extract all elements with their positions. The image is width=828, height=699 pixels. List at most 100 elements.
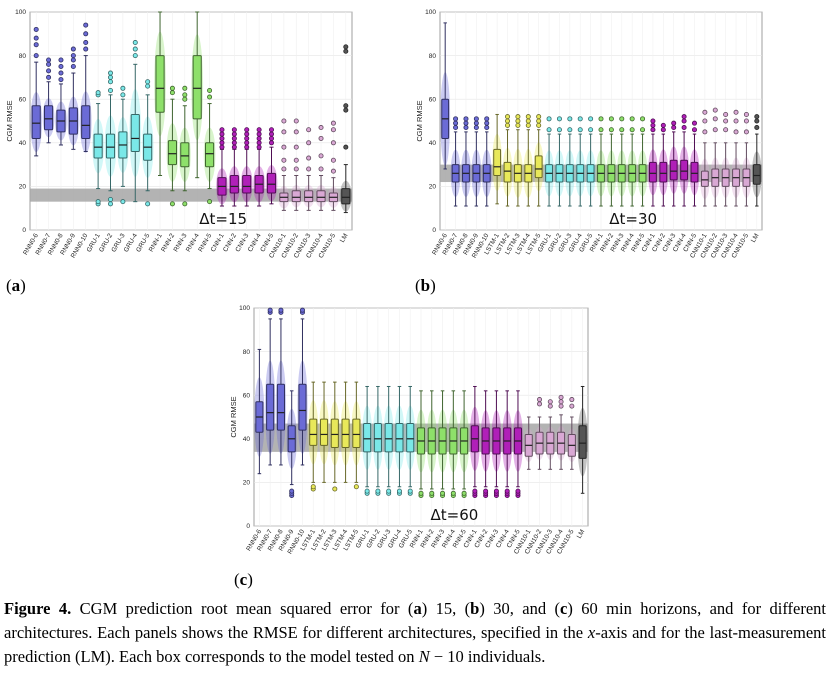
box-cnn10-1: [523, 416, 534, 470]
caption-text: − 10 individuals.: [429, 647, 546, 666]
box-outlier: [505, 114, 511, 120]
panel-b-label: (b): [415, 276, 436, 295]
box-iqr: [180, 142, 190, 168]
box-outlier: [108, 74, 114, 80]
box-outlier: [219, 144, 225, 150]
box-outlier: [702, 109, 708, 115]
box-iqr: [659, 161, 668, 183]
box-outlier: [546, 116, 552, 122]
box-outlier: [353, 484, 359, 490]
box-outlier: [598, 116, 604, 122]
caption-figure-number: Figure 4.: [4, 599, 72, 618]
box-outlier: [754, 125, 760, 131]
caption-ref-c: c: [560, 599, 568, 618]
box-outlier: [83, 22, 89, 28]
box-outlier: [281, 144, 287, 150]
box-rnn-2: [166, 85, 179, 207]
box-outlier: [293, 144, 299, 150]
box-iqr: [167, 140, 178, 166]
box-gru-3: [564, 116, 575, 207]
box-outlier: [289, 488, 295, 494]
box-outlier: [396, 488, 402, 494]
box-outlier: [310, 484, 316, 490]
box-outlier: [182, 201, 188, 207]
box-outlier: [83, 40, 89, 46]
box-outlier: [702, 118, 708, 124]
box-lstm-5: [351, 381, 362, 490]
box-rnn-5: [458, 390, 470, 498]
box-outlier: [256, 135, 262, 141]
box-iqr: [373, 423, 382, 453]
horizon-annotation: Δt=15: [199, 210, 247, 228]
y-tick-label: 20: [429, 184, 437, 191]
box-iqr: [752, 164, 761, 185]
box-outlier: [558, 394, 564, 400]
box-outlier: [70, 46, 76, 52]
box-outlier: [733, 129, 739, 135]
box-outlier: [108, 87, 114, 93]
y-tick-label: 100: [239, 305, 250, 312]
box-iqr: [363, 423, 372, 453]
box-iqr: [105, 133, 116, 159]
box-outlier: [754, 118, 760, 124]
box-outlier: [743, 111, 749, 117]
box-cnn10-1: [277, 118, 290, 211]
box-outlier: [567, 116, 573, 122]
box-outlier: [293, 129, 299, 135]
box-outlier: [515, 114, 521, 120]
box-rnn0-9: [471, 116, 482, 207]
box-outlier: [46, 57, 52, 63]
box-outlier: [120, 85, 126, 91]
box-outlier: [132, 40, 138, 46]
box-outlier: [525, 114, 531, 120]
box-lstm-5: [533, 114, 544, 207]
box-outlier: [386, 488, 392, 494]
box-outlier: [219, 135, 225, 141]
box-outlier: [473, 120, 479, 126]
box-outlier: [343, 44, 349, 50]
box-lstm-1: [308, 381, 319, 492]
box-outlier: [46, 61, 52, 67]
y-tick-label: 60: [19, 96, 27, 103]
box-cnn10-3: [545, 399, 556, 470]
box-outlier: [536, 114, 542, 120]
box-outlier: [268, 135, 274, 141]
box-rnn0-6: [440, 22, 451, 170]
box-outlier: [598, 127, 604, 133]
box-outlier: [375, 488, 381, 494]
box-outlier: [231, 140, 237, 146]
box-cnn10-3: [302, 127, 315, 211]
box-outlier: [702, 129, 708, 135]
box-outlier: [619, 127, 625, 133]
box-outlier: [418, 490, 424, 496]
caption-ref-b: b: [470, 599, 480, 618]
box-outlier: [70, 53, 76, 59]
box-rnn-3: [616, 116, 627, 207]
box-cnn10-4: [731, 109, 741, 207]
box-cnn10-4: [315, 125, 327, 211]
y-tick-label: 40: [429, 140, 437, 147]
box-rnn-5: [637, 116, 648, 207]
box-gru-5: [405, 385, 416, 496]
box-cnn-5: [689, 120, 700, 207]
box-iqr: [406, 423, 415, 453]
box-gru-1: [92, 90, 105, 207]
box-rnn0-8: [461, 116, 471, 207]
box-iqr: [204, 142, 215, 168]
box-outlier: [671, 120, 677, 126]
box-outlier: [733, 109, 739, 115]
box-outlier: [754, 114, 760, 120]
panel-b: RNN0-6 RNN0-7 RNN0-8 RNN0-9 RNN0-10 LSTM-1 LST…: [410, 4, 770, 266]
box-rnn0-9: [286, 390, 297, 498]
box-iqr: [700, 170, 709, 187]
box-outlier: [504, 488, 510, 494]
box-cnn-5: [512, 390, 524, 498]
box-iqr: [330, 418, 339, 449]
box-lm: [577, 385, 588, 494]
box-cnn10-2: [290, 118, 303, 211]
y-tick-label: 40: [243, 436, 251, 443]
box-cnn10-3: [720, 111, 731, 207]
box-iqr: [130, 113, 140, 153]
box-iqr: [266, 383, 275, 431]
box-outlier: [318, 166, 324, 172]
